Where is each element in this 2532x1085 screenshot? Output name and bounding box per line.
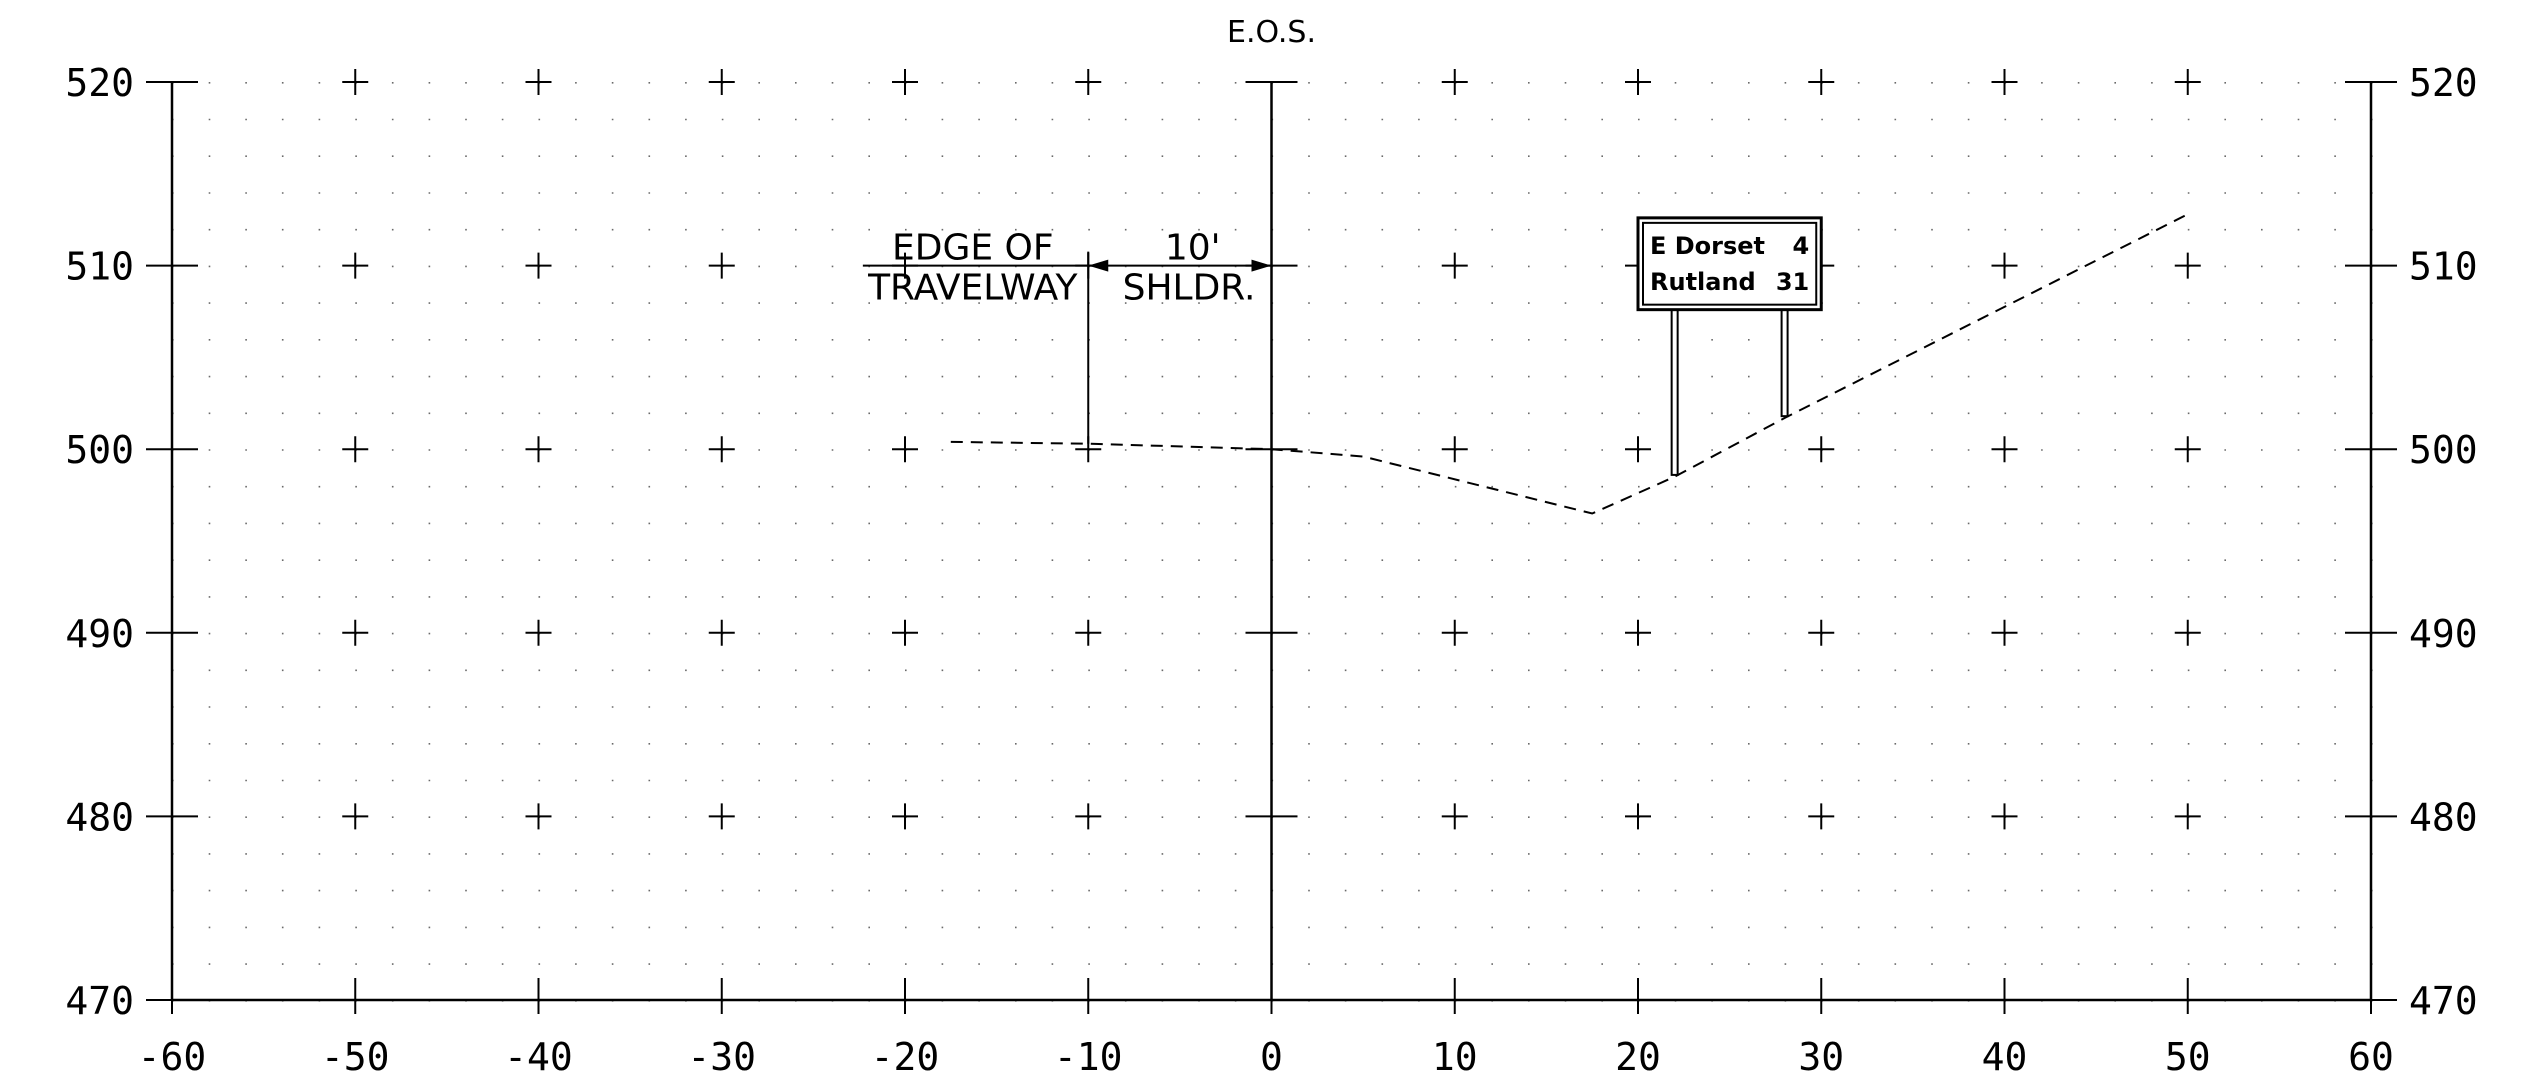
sign-distance: 31 bbox=[1776, 268, 1809, 296]
edge-of-travelway-label-line2: TRAVELWAY bbox=[867, 268, 1078, 309]
x-tick-label: -20 bbox=[871, 1035, 940, 1079]
grid-plus-mark bbox=[892, 803, 918, 830]
y-tick-label-left: 520 bbox=[65, 61, 134, 105]
grid-plus-mark bbox=[2174, 619, 2201, 646]
grid-plus-mark bbox=[1075, 803, 1102, 830]
y-tick-label-right: 490 bbox=[2409, 612, 2478, 656]
x-tick-label: 0 bbox=[1260, 1035, 1283, 1079]
grid-plus-mark bbox=[1625, 69, 1651, 95]
shoulder-label: SHLDR. bbox=[1123, 268, 1256, 309]
grid-plus-mark bbox=[1808, 619, 1835, 646]
road-sign: E Dorset 4 Rutland 31 bbox=[1636, 216, 1823, 476]
y-tick-label-right: 480 bbox=[2409, 795, 2478, 839]
y-tick-label-left: 470 bbox=[65, 979, 134, 1023]
grid-plus-mark bbox=[525, 619, 552, 646]
grid-plus-mark bbox=[342, 436, 369, 463]
grid-plus-mark bbox=[1625, 436, 1651, 463]
grid-plus-mark bbox=[1625, 803, 1651, 830]
grid-plus-mark bbox=[1441, 252, 1468, 279]
y-tick-label-left: 500 bbox=[65, 428, 134, 472]
x-tick-label: 20 bbox=[1615, 1035, 1661, 1079]
grid-plus-mark bbox=[1441, 436, 1468, 463]
grid-plus-mark bbox=[1441, 619, 1468, 646]
grid-plus-mark bbox=[525, 436, 552, 463]
grid-plus-mark bbox=[892, 69, 918, 95]
sign-post bbox=[1780, 308, 1789, 418]
y-tick-label-left: 490 bbox=[65, 612, 134, 656]
grid-plus-mark bbox=[2174, 436, 2201, 463]
grid-plus-mark bbox=[708, 619, 735, 646]
grid-plus-mark bbox=[1075, 619, 1102, 646]
x-tick-label: 40 bbox=[1982, 1035, 2028, 1079]
grid-plus-mark bbox=[1441, 69, 1468, 95]
y-tick-label-left: 480 bbox=[65, 795, 134, 839]
grid-plus-mark bbox=[708, 436, 735, 463]
x-tick-label: -30 bbox=[687, 1035, 756, 1079]
x-tick-label: 60 bbox=[2348, 1035, 2394, 1079]
chart-title: E.O.S. bbox=[1227, 15, 1316, 50]
sign-distance: 4 bbox=[1793, 232, 1810, 260]
sign-inner-border bbox=[1642, 221, 1818, 306]
y-tick-label-right: 500 bbox=[2409, 428, 2478, 472]
grid-plus-mark bbox=[1991, 252, 2018, 279]
y-tick-label-left: 510 bbox=[65, 245, 134, 289]
shoulder-width-label: 10' bbox=[1165, 228, 1221, 269]
shoulder-arrow-right bbox=[1251, 259, 1272, 272]
sign-post bbox=[1670, 308, 1679, 476]
x-tick-label: 30 bbox=[1798, 1035, 1844, 1079]
tick-marks bbox=[146, 81, 2397, 1014]
x-tick-label: 10 bbox=[1432, 1035, 1478, 1079]
grid-plus-mark bbox=[2174, 252, 2201, 279]
grid-plus-mark bbox=[2174, 69, 2201, 95]
y-tick-label-right: 520 bbox=[2409, 61, 2478, 105]
x-tick-label: -50 bbox=[321, 1035, 390, 1079]
grid-plus-mark bbox=[1991, 803, 2018, 830]
grid-plus-marks bbox=[342, 69, 2201, 830]
sign-destination: E Dorset bbox=[1650, 232, 1765, 260]
grid-plus-mark bbox=[708, 803, 735, 830]
y-tick-label-right: 470 bbox=[2409, 979, 2478, 1023]
grid-plus-mark bbox=[1991, 69, 2018, 95]
grid-plus-mark bbox=[708, 69, 735, 95]
axes bbox=[170, 82, 2373, 1002]
grid-plus-mark bbox=[525, 69, 552, 95]
grid-plus-mark bbox=[342, 69, 369, 95]
x-tick-label: -60 bbox=[138, 1035, 207, 1079]
grid-plus-mark bbox=[892, 619, 918, 646]
grid-plus-mark bbox=[1808, 69, 1835, 95]
grid-plus-mark bbox=[1808, 803, 1835, 830]
x-tick-label: -10 bbox=[1054, 1035, 1123, 1079]
grid-plus-mark bbox=[342, 619, 369, 646]
shoulder-arrow-left bbox=[1088, 259, 1109, 272]
grid-plus-mark bbox=[1441, 803, 1468, 830]
grid-plus-mark bbox=[1991, 619, 2018, 646]
grid-plus-mark bbox=[525, 252, 552, 279]
grid-plus-mark bbox=[525, 803, 552, 830]
grid-plus-mark bbox=[2174, 803, 2201, 830]
grid-plus-mark bbox=[1991, 436, 2018, 463]
ground-profile bbox=[950, 213, 2189, 515]
sign-panel bbox=[1636, 216, 1823, 312]
edge-of-travelway-label-line1: EDGE OF bbox=[892, 228, 1054, 269]
grid-plus-mark bbox=[342, 803, 369, 830]
sign-destination: Rutland bbox=[1650, 268, 1756, 296]
grid-plus-mark bbox=[1808, 436, 1835, 463]
x-tick-label: 50 bbox=[2165, 1035, 2211, 1079]
grid-plus-mark bbox=[1075, 69, 1102, 95]
grid-plus-mark bbox=[708, 252, 735, 279]
ground-profile-line bbox=[950, 213, 2189, 515]
y-tick-label-right: 510 bbox=[2409, 245, 2478, 289]
grid-plus-mark bbox=[1625, 619, 1651, 646]
x-tick-label: -40 bbox=[504, 1035, 573, 1079]
grid-plus-mark bbox=[892, 436, 918, 463]
grid-plus-mark bbox=[342, 252, 369, 279]
